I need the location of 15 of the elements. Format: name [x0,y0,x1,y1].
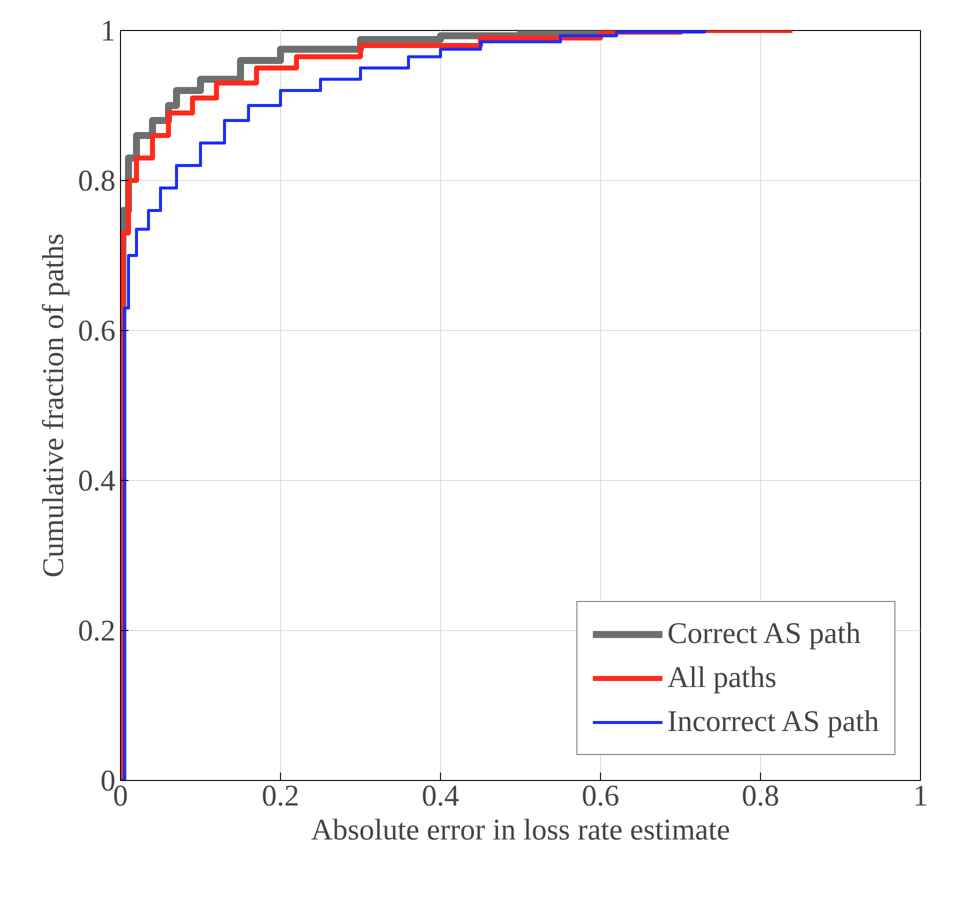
y-axis-title: Cumulative fraction of paths [37,233,70,578]
legend-label: Incorrect AS path [667,705,879,739]
y-tick-label: 0.4 [78,464,116,498]
y-tick-label: 0.8 [78,164,116,198]
x-tick-label: 0.8 [742,780,780,812]
x-tick-label: 0.6 [582,780,620,812]
x-tick-label: 0.2 [262,780,300,812]
y-tick-label: 1 [100,14,116,48]
legend-label: All paths [667,661,777,695]
x-tick-label: 1 [913,780,928,812]
y-tick-label: 0.6 [78,314,116,348]
legend-label: Correct AS path [667,617,861,651]
y-tick-label: 0.2 [78,614,116,648]
x-tick-label: 0.4 [422,780,460,812]
x-axis-title: Absolute error in loss rate estimate [310,814,730,846]
